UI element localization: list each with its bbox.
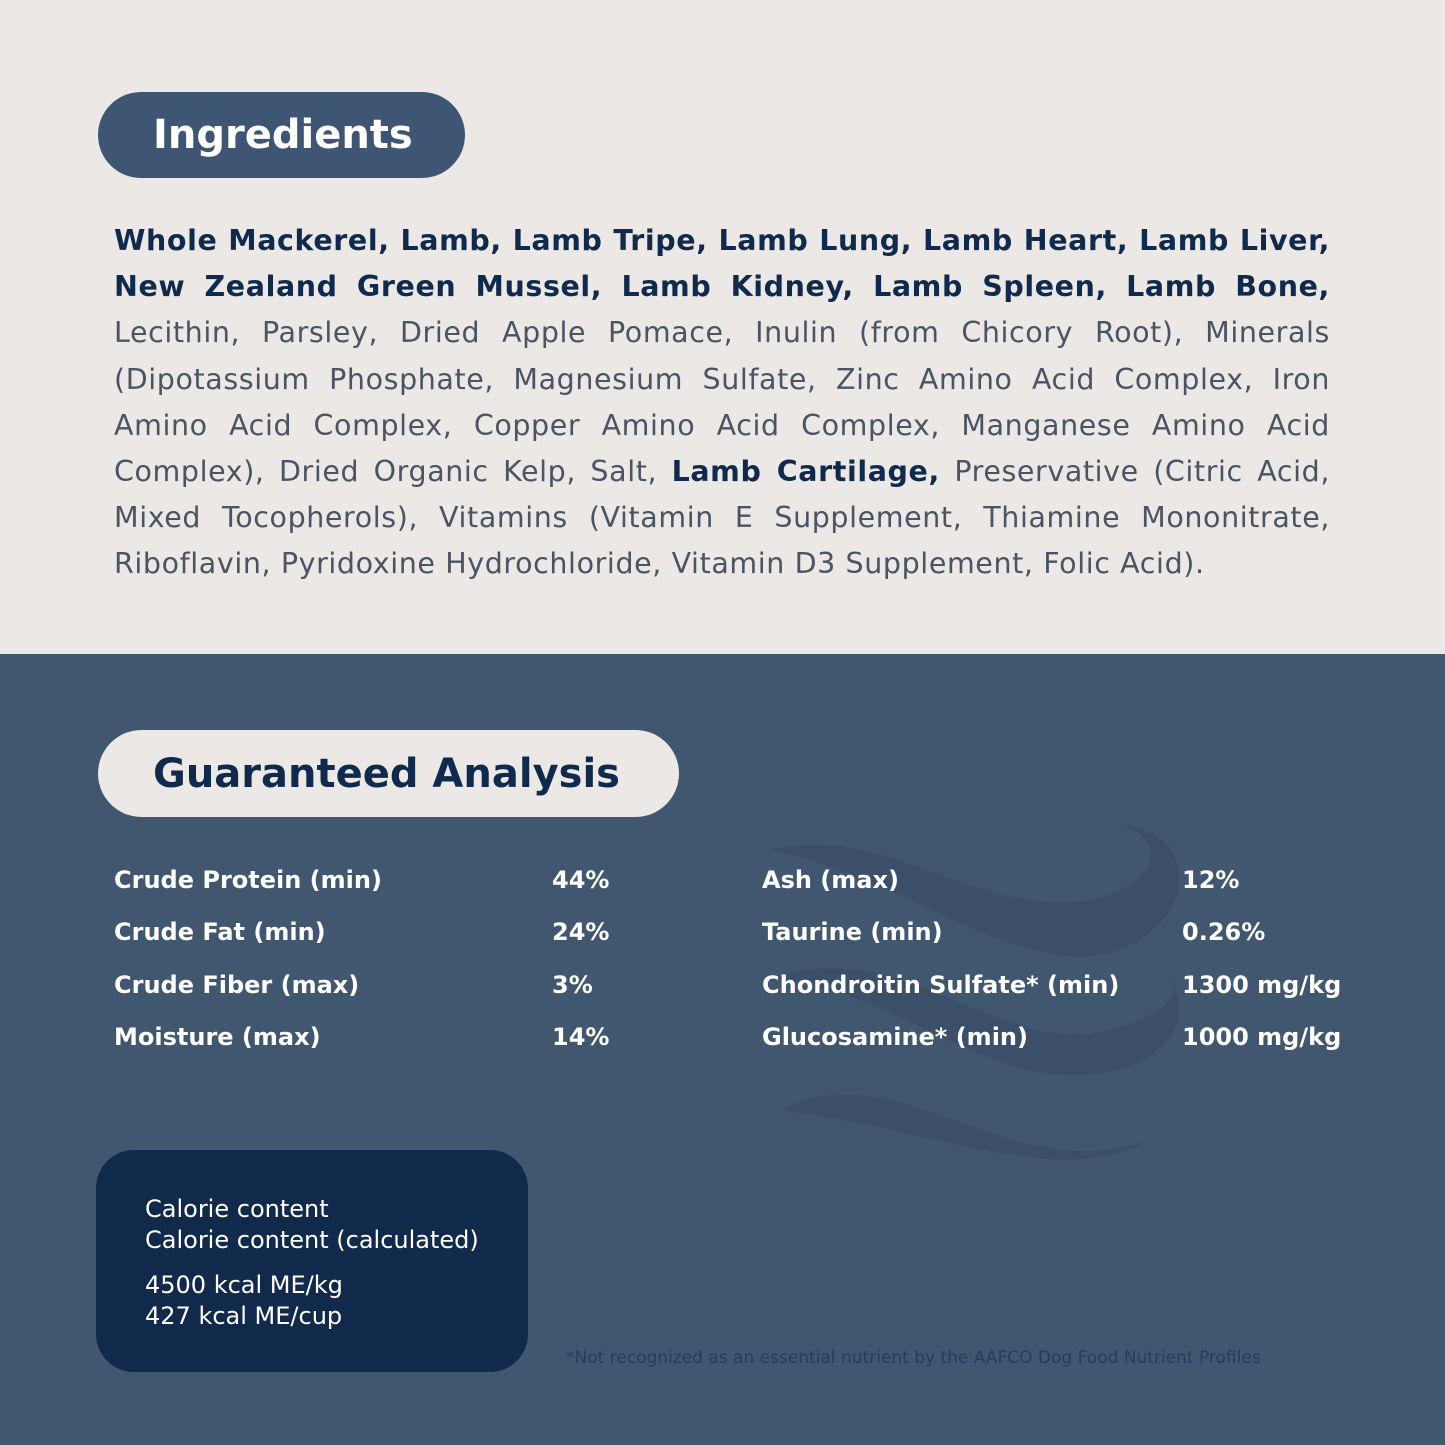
analysis-value: 44% <box>552 866 610 894</box>
analysis-heading: Guaranteed Analysis <box>98 730 679 817</box>
ingredient-segment: Lamb Cartilage, <box>671 455 940 489</box>
ingredient-segment: Lecithin, Parsley, Dried Apple Pomace, I… <box>114 316 1330 489</box>
analysis-label: Crude Fiber (max) <box>114 971 360 999</box>
analysis-value: 3% <box>552 971 593 999</box>
analysis-label: Crude Fat (min) <box>114 918 326 946</box>
ingredients-list: Whole Mackerel, Lamb, Lamb Tripe, Lamb L… <box>114 218 1330 588</box>
analysis-value: 24% <box>552 918 610 946</box>
analysis-value: 12% <box>1182 866 1240 894</box>
analysis-value: 0.26% <box>1182 918 1266 946</box>
calorie-per-kg: 4500 kcal ME/kg <box>145 1271 343 1299</box>
ingredient-segment: Preservative (Citric Acid, Mixed Tocophe… <box>114 455 1330 581</box>
analysis-label: Crude Protein (min) <box>114 866 382 894</box>
analysis-label: Chondroitin Sulfate* (min) <box>762 971 1120 999</box>
ingredients-heading: Ingredients <box>98 92 465 178</box>
calorie-card: Calorie content Calorie content (calcula… <box>96 1150 528 1372</box>
analysis-label: Taurine (min) <box>762 918 943 946</box>
analysis-value: 1000 mg/kg <box>1182 1023 1342 1051</box>
calorie-per-cup: 427 kcal ME/cup <box>145 1302 343 1330</box>
analysis-value: 1300 mg/kg <box>1182 971 1342 999</box>
footnote: *Not recognized as an essential nutrient… <box>566 1348 1261 1368</box>
ingredients-section: Ingredients Whole Mackerel, Lamb, Lamb T… <box>0 0 1445 654</box>
calorie-label-calculated: Calorie content (calculated) <box>145 1226 479 1254</box>
ingredient-segment: Whole Mackerel, Lamb, Lamb Tripe, Lamb L… <box>114 224 1330 304</box>
analysis-label: Moisture (max) <box>114 1023 321 1051</box>
analysis-label: Ash (max) <box>762 866 899 894</box>
calorie-label: Calorie content <box>145 1195 329 1223</box>
analysis-value: 14% <box>552 1023 610 1051</box>
analysis-label: Glucosamine* (min) <box>762 1023 1028 1051</box>
wave-icon <box>770 825 1180 1160</box>
